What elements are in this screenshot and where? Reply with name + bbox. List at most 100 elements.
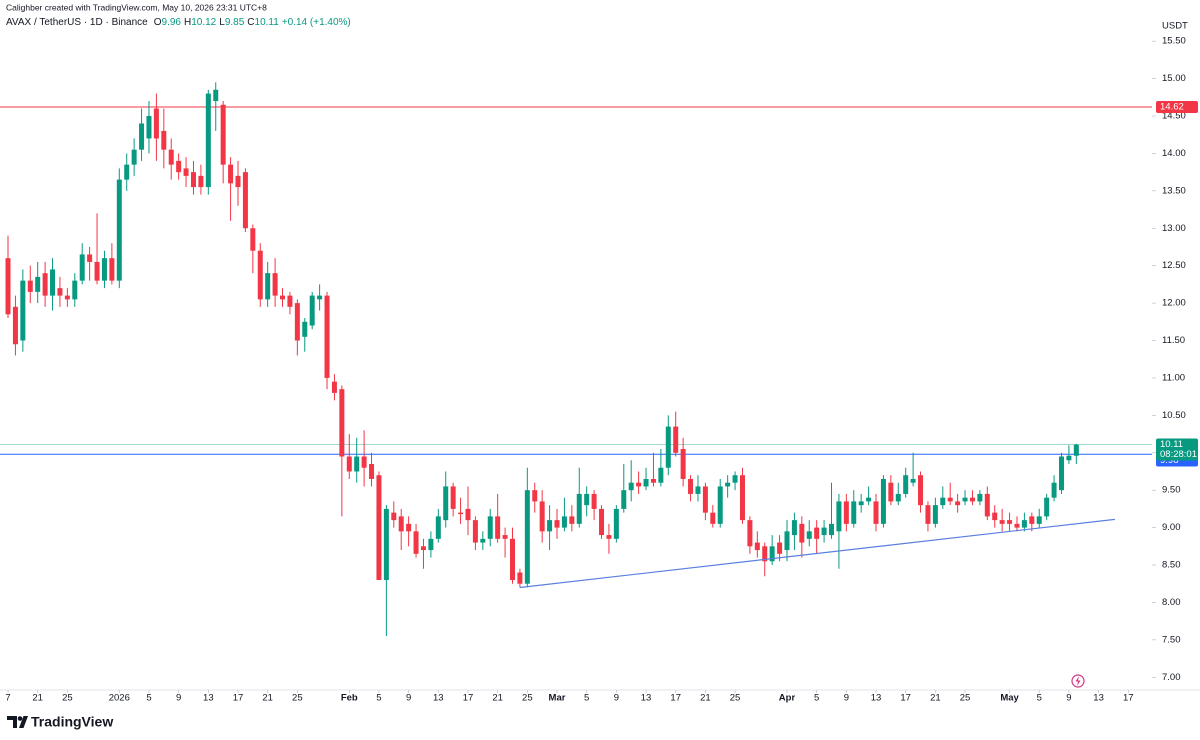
- candle-body: [287, 295, 293, 307]
- candle-body: [369, 463, 375, 479]
- x-tick-label: 9: [844, 693, 849, 704]
- candle-body: [673, 426, 679, 453]
- y-tick-label: 7.00: [1162, 672, 1181, 683]
- last-price-label: 10.11: [1160, 439, 1183, 450]
- y-tick-label: 14.50: [1162, 111, 1186, 122]
- candle-body: [591, 493, 597, 509]
- x-tick-label: 25: [522, 693, 533, 704]
- candle-body: [606, 535, 612, 539]
- candle-body: [94, 261, 100, 281]
- candle-body: [947, 497, 953, 502]
- alert-icon: [1071, 674, 1085, 688]
- candle-body: [391, 512, 397, 521]
- candle-body: [584, 493, 590, 506]
- overlay: [519, 518, 1115, 589]
- symbol-title: AVAX / TetherUS · 1D · Binance: [6, 17, 148, 28]
- candle-body: [354, 456, 360, 472]
- x-tick-label: Apr: [779, 693, 796, 704]
- candle-body: [658, 467, 664, 483]
- candle-body: [561, 516, 567, 528]
- candle-body: [1036, 516, 1042, 524]
- candle-body: [1021, 520, 1027, 528]
- candle-body: [717, 486, 723, 524]
- candle-body: [280, 295, 286, 300]
- candle-body: [1029, 516, 1035, 524]
- plot-area: [0, 82, 1152, 637]
- candle-body: [317, 295, 323, 300]
- y-tick-label: 12.00: [1162, 298, 1186, 309]
- x-tick-label: Feb: [341, 693, 358, 704]
- candle-body: [569, 516, 575, 524]
- candle-body: [932, 505, 938, 524]
- candle-body: [880, 478, 886, 524]
- candle-body: [688, 478, 694, 494]
- candle-body: [1066, 455, 1072, 461]
- candle-body: [643, 478, 649, 487]
- x-tick-label: 25: [62, 693, 73, 704]
- ohlc-value: 10.12: [191, 17, 216, 28]
- candle-body: [50, 269, 56, 296]
- price-tag-label: 9.98: [1160, 455, 1179, 466]
- candle-body: [294, 303, 300, 341]
- x-tick-label: 9: [406, 693, 411, 704]
- candle-body: [554, 520, 560, 528]
- attribution: Calighber created with TradingView.com, …: [6, 2, 267, 12]
- x-tick-label: 9: [1066, 693, 1071, 704]
- candle-body: [472, 520, 478, 543]
- candle-body: [984, 493, 990, 517]
- y-tick-label: 15.00: [1162, 73, 1186, 84]
- candle-body: [116, 179, 122, 281]
- x-tick-label: 5: [1037, 693, 1042, 704]
- candle-body: [376, 475, 382, 580]
- candle-body: [836, 501, 842, 532]
- candle-body: [398, 516, 404, 532]
- candle-body: [5, 258, 11, 315]
- candle-body: [702, 486, 708, 513]
- candle-body: [1051, 482, 1057, 498]
- candle-body: [465, 508, 471, 521]
- candle-body: [821, 527, 827, 536]
- candle-body: [539, 501, 545, 532]
- candle-body: [443, 486, 449, 521]
- candle-body: [621, 490, 627, 509]
- y-tick-label: 7.50: [1162, 634, 1181, 645]
- candle-body: [27, 280, 33, 292]
- candle-body: [636, 482, 642, 487]
- candle-body: [72, 280, 78, 300]
- x-tick-label: 21: [700, 693, 711, 704]
- candle-body: [131, 149, 137, 165]
- candle-body: [1014, 523, 1020, 528]
- candle-body: [183, 168, 189, 176]
- candle-body: [458, 512, 464, 515]
- x-tick-label: 9: [176, 693, 181, 704]
- candle-body: [1007, 520, 1013, 524]
- candle-body: [487, 516, 493, 539]
- candle-body: [784, 531, 790, 551]
- candle-body: [806, 531, 812, 539]
- candle-body: [599, 508, 605, 536]
- candle-body: [12, 306, 18, 345]
- x-tick-label: 21: [492, 693, 503, 704]
- candle-body: [754, 542, 760, 551]
- x-tick-label: 17: [900, 693, 911, 704]
- ohlc-key: C: [247, 17, 254, 28]
- candle-body: [695, 486, 701, 494]
- candle-body: [302, 321, 308, 337]
- candle-body: [420, 546, 426, 551]
- candle-body: [918, 475, 924, 506]
- y-tick-label: 11.00: [1162, 372, 1185, 383]
- candle-body: [57, 288, 63, 296]
- candle-body: [940, 497, 946, 506]
- x-tick-label: 13: [871, 693, 882, 704]
- x-tick-label: 13: [433, 693, 444, 704]
- x-tick-label: 17: [670, 693, 681, 704]
- y-tick-label: 8.50: [1162, 560, 1181, 571]
- candle-body: [339, 389, 345, 457]
- candle-body: [791, 520, 797, 536]
- candle-body: [428, 538, 434, 551]
- x-tick-label: 13: [203, 693, 214, 704]
- candle-body: [799, 523, 805, 543]
- candle-body: [1073, 444, 1079, 456]
- change-value: +0.14 (+1.40%): [282, 17, 351, 28]
